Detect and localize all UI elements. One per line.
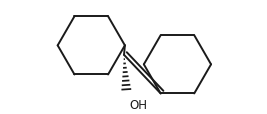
Text: OH: OH [129,98,147,111]
